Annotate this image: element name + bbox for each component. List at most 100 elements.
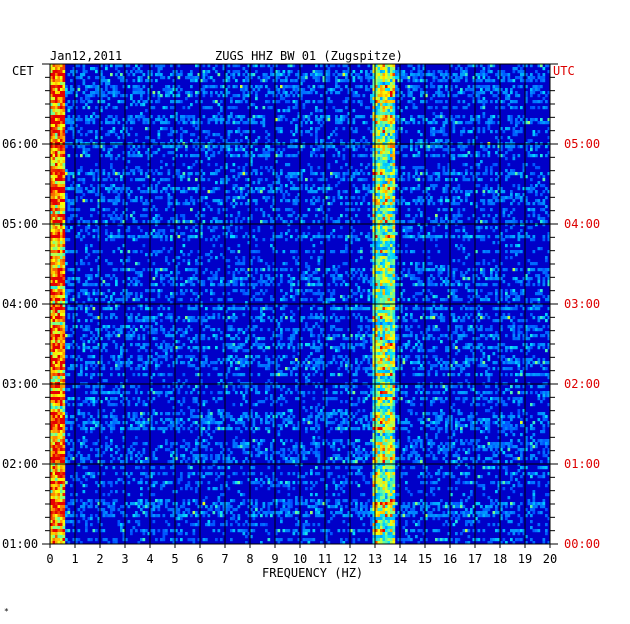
heatmap-cell: [392, 91, 396, 95]
heatmap-cell: [455, 214, 458, 218]
heatmap-cell: [235, 106, 238, 110]
heatmap-cell: [475, 118, 478, 122]
heatmap-cell: [422, 73, 426, 77]
heatmap-cell: [412, 73, 416, 77]
heatmap-cell: [372, 166, 376, 170]
heatmap-cell: [355, 91, 358, 95]
heatmap-cell: [390, 175, 393, 179]
heatmap-cell: [267, 154, 271, 158]
heatmap-cell: [130, 214, 133, 218]
heatmap-cell: [85, 256, 88, 260]
heatmap-cell: [232, 235, 236, 239]
heatmap-cell: [430, 235, 433, 239]
heatmap-cell: [52, 76, 56, 80]
heatmap-cell: [205, 202, 208, 206]
heatmap-cell: [100, 250, 103, 254]
heatmap-cell: [352, 235, 356, 239]
heatmap-cell: [220, 91, 223, 95]
heatmap-cell: [240, 193, 243, 197]
heatmap-cell: [530, 79, 533, 83]
heatmap-cell: [52, 130, 56, 134]
heatmap-cell: [402, 274, 406, 278]
heatmap-cell: [385, 100, 388, 104]
heatmap-cell: [375, 151, 378, 155]
heatmap-cell: [70, 199, 73, 203]
heatmap-cell: [510, 79, 513, 83]
heatmap-cell: [445, 121, 448, 125]
heatmap-cell: [195, 79, 198, 83]
heatmap-cell: [387, 199, 391, 203]
heatmap-cell: [310, 112, 313, 116]
heatmap-cell: [132, 145, 136, 149]
heatmap-cell: [375, 214, 378, 218]
heatmap-cell: [55, 205, 58, 209]
heatmap-cell: [347, 274, 351, 278]
heatmap-cell: [305, 91, 308, 95]
heatmap-cell: [195, 262, 198, 266]
heatmap-cell: [215, 238, 218, 242]
heatmap-cell: [322, 154, 326, 158]
heatmap-cell: [510, 118, 513, 122]
heatmap-cell: [155, 151, 158, 155]
heatmap-cell: [402, 94, 406, 98]
heatmap-cell: [382, 181, 386, 185]
heatmap-cell: [145, 232, 148, 236]
heatmap-cell: [170, 127, 173, 131]
heatmap-cell: [317, 235, 321, 239]
heatmap-cell: [202, 85, 206, 89]
heatmap-cell: [155, 184, 158, 188]
heatmap-cell: [395, 94, 398, 98]
heatmap-cell: [395, 70, 398, 74]
heatmap-cell: [387, 151, 391, 155]
heatmap-cell: [67, 175, 71, 179]
heatmap-cell: [287, 85, 291, 89]
heatmap-cell: [372, 232, 376, 236]
heatmap-cell: [517, 64, 521, 68]
heatmap-cell: [382, 70, 386, 74]
heatmap-cell: [530, 178, 533, 182]
heatmap-cell: [467, 190, 471, 194]
heatmap-cell: [232, 118, 236, 122]
heatmap-cell: [367, 187, 371, 191]
heatmap-cell: [520, 127, 523, 131]
heatmap-cell: [382, 175, 386, 179]
heatmap-cell: [265, 157, 268, 161]
heatmap-cell: [167, 250, 171, 254]
heatmap-cell: [352, 172, 356, 176]
heatmap-cell: [527, 202, 531, 206]
heatmap-cell: [447, 76, 451, 80]
heatmap-cell: [315, 64, 318, 68]
heatmap-cell: [100, 64, 103, 68]
heatmap-cell: [367, 172, 371, 176]
heatmap-cell: [192, 79, 196, 83]
heatmap-cell: [457, 220, 461, 224]
heatmap-cell: [477, 79, 481, 83]
heatmap-cell: [405, 187, 408, 191]
heatmap-cell: [60, 85, 63, 89]
heatmap-cell: [197, 154, 201, 158]
heatmap-cell: [380, 91, 383, 95]
heatmap-cell: [395, 133, 398, 137]
heatmap-cell: [57, 151, 61, 155]
heatmap-cell: [142, 268, 146, 272]
heatmap-cell: [217, 169, 221, 173]
heatmap-cell: [80, 76, 83, 80]
heatmap-cell: [427, 268, 431, 272]
heatmap-cell: [72, 115, 76, 119]
heatmap-cell: [220, 148, 223, 152]
heatmap-cell: [295, 145, 298, 149]
heatmap-cell: [255, 106, 258, 110]
heatmap-cell: [345, 196, 348, 200]
heatmap-cell: [382, 241, 386, 245]
heatmap-cell: [300, 82, 303, 86]
heatmap-cell: [52, 67, 56, 71]
heatmap-cell: [502, 208, 506, 212]
heatmap-cell: [140, 196, 143, 200]
heatmap-cell: [235, 220, 238, 224]
heatmap-cell: [60, 73, 63, 77]
heatmap-cell: [432, 187, 436, 191]
heatmap-cell: [412, 154, 416, 158]
heatmap-cell: [57, 118, 61, 122]
heatmap-cell: [442, 115, 446, 119]
heatmap-cell: [377, 244, 381, 248]
